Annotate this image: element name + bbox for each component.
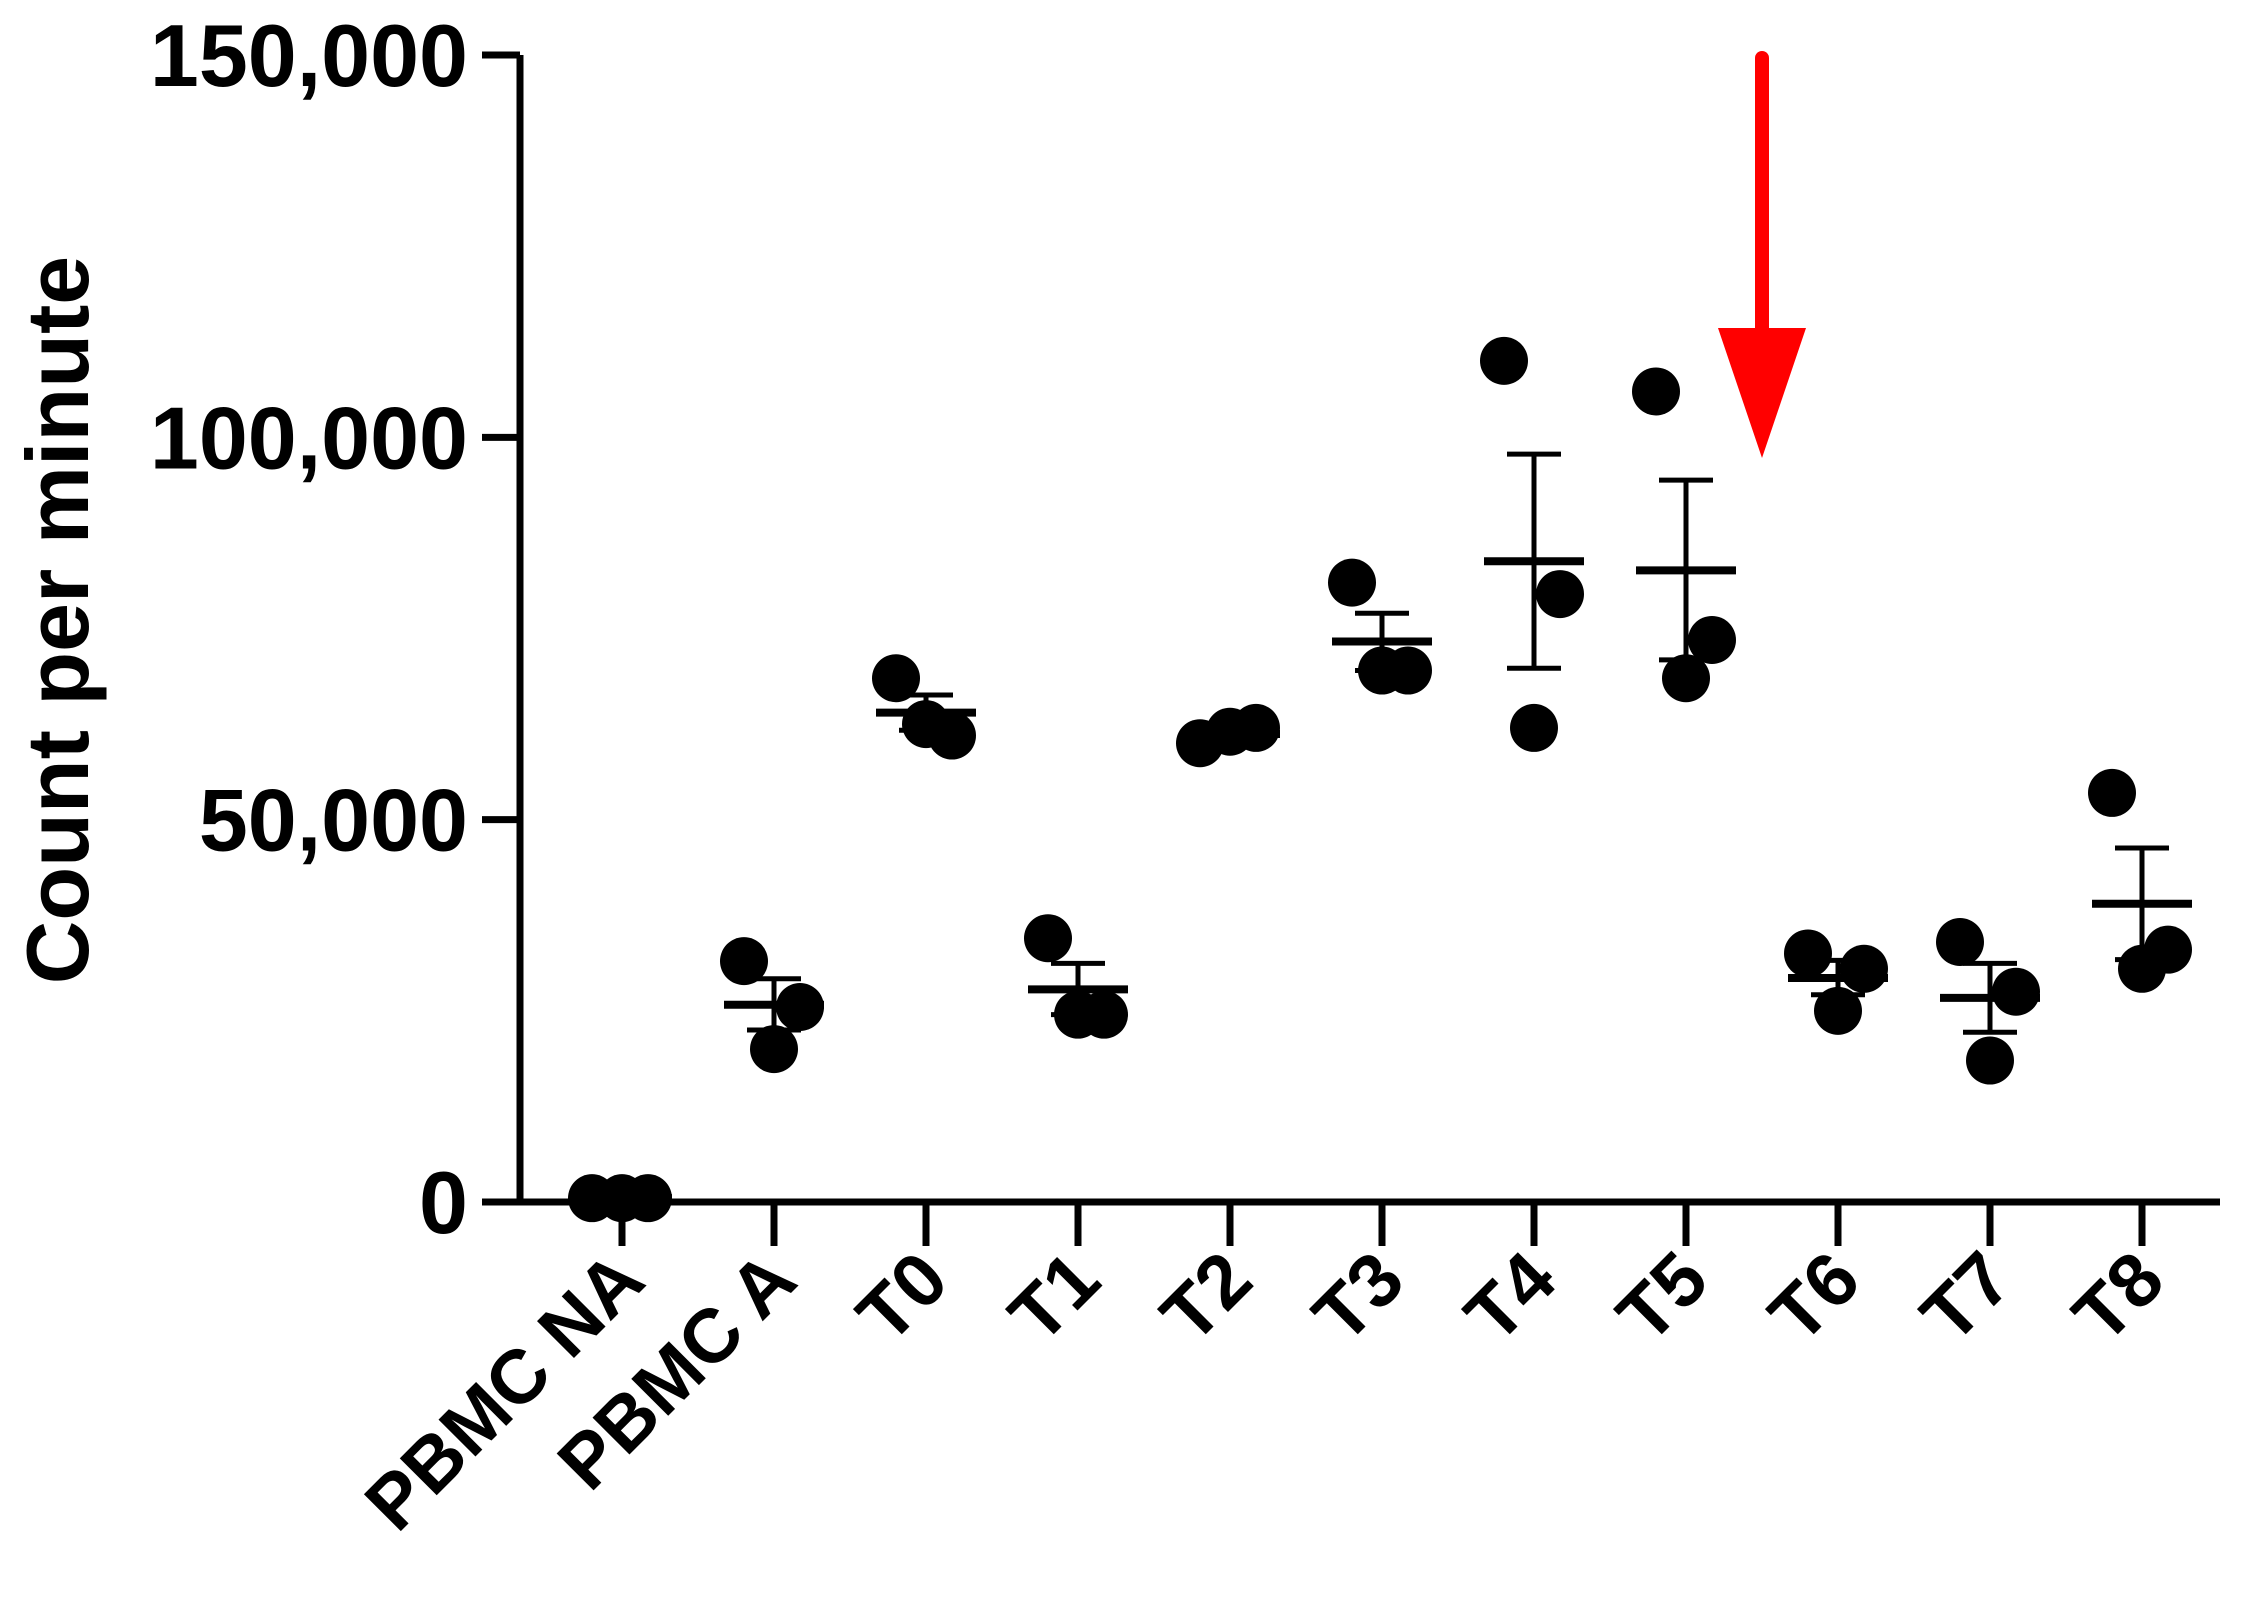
y-tick-label: 50,000	[199, 771, 468, 870]
y-axis: 0 50,000 100,000 150,000	[150, 6, 524, 1252]
y-tick-label: 100,000	[150, 388, 468, 487]
group-t2	[1176, 703, 1280, 768]
group-t3	[1328, 558, 1432, 695]
x-tick-label: T6	[1753, 1236, 1876, 1359]
data-point	[1632, 367, 1680, 416]
group-t7	[1936, 918, 2040, 1085]
data-point	[1328, 558, 1376, 607]
x-tick-label: T7	[1905, 1236, 2028, 1359]
data-point	[1840, 944, 1888, 993]
data-point	[1480, 336, 1528, 385]
data-point	[2088, 768, 2136, 817]
group-pbmc-na	[568, 1174, 672, 1223]
y-axis-title: Count per minute	[8, 256, 107, 984]
group-pbmc-a	[720, 937, 824, 1074]
x-tick-label: T5	[1601, 1236, 1724, 1359]
data-point	[1536, 570, 1584, 619]
x-tick-label: T0	[841, 1236, 964, 1359]
y-tick-label: 0	[419, 1153, 468, 1252]
group-t5	[1632, 367, 1736, 703]
x-tick-label: T3	[1297, 1236, 1420, 1359]
group-t4	[1480, 336, 1584, 752]
group-t6	[1784, 929, 1888, 1035]
group-t1	[1024, 914, 1128, 1039]
data-point	[1024, 914, 1072, 963]
plot-marks	[568, 336, 2192, 1223]
data-point	[776, 983, 824, 1032]
data-point	[1966, 1036, 2014, 1085]
x-tick-label: T1	[993, 1236, 1116, 1359]
data-point	[2118, 944, 2166, 993]
data-point	[1688, 615, 1736, 664]
y-tick-label: 150,000	[150, 6, 468, 105]
data-point	[1510, 703, 1558, 752]
data-point	[1206, 707, 1254, 756]
annotations	[1718, 51, 1806, 458]
x-tick-label: T2	[1145, 1236, 1268, 1359]
data-point	[750, 1025, 798, 1074]
x-tick-label: T4	[1449, 1236, 1572, 1359]
group-t8	[2088, 768, 2192, 993]
data-point	[1936, 918, 1984, 967]
group-t0	[872, 654, 976, 760]
data-point	[1054, 990, 1102, 1039]
arrow-head	[1718, 328, 1806, 458]
data-point	[598, 1174, 646, 1223]
data-point	[720, 937, 768, 986]
data-point	[1784, 929, 1832, 978]
data-point	[872, 654, 920, 703]
x-tick-label: T8	[2057, 1236, 2180, 1359]
data-point	[902, 700, 950, 749]
data-point	[1662, 654, 1710, 703]
data-point	[1814, 986, 1862, 1035]
data-point	[1358, 646, 1406, 695]
data-point	[1992, 967, 2040, 1016]
